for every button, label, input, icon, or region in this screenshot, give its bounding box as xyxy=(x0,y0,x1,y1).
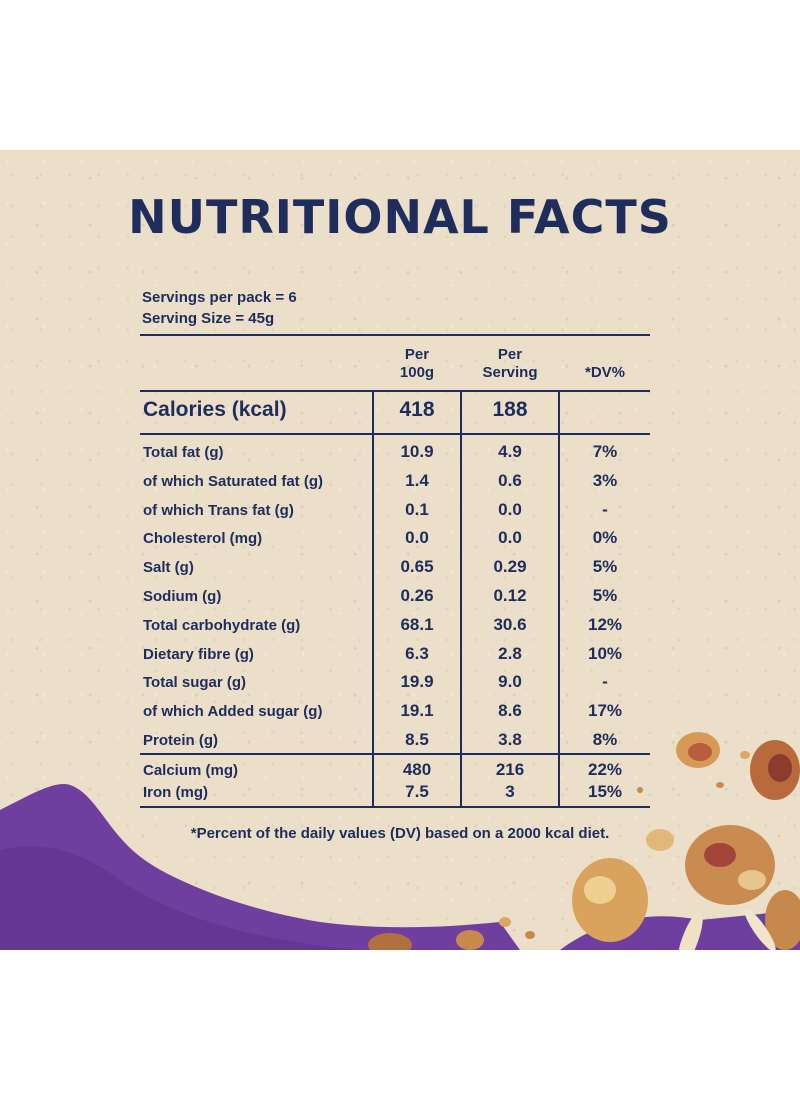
row-iron-mg-label: Iron (mg) xyxy=(143,784,208,801)
row-calcium-mg-per-serving: 216 xyxy=(495,760,525,779)
calories-label: Calories (kcal) xyxy=(143,398,287,421)
row-of-which-added-sugar-g-per-100g: 19.1 xyxy=(400,701,434,720)
header-per-serving-line1: Per xyxy=(497,346,523,363)
row-cholesterol-mg-per-serving: 0.0 xyxy=(498,528,522,547)
row-dietary-fibre-g-per-100g: 6.3 xyxy=(405,644,429,663)
row-total-sugar-g-per-100g: 19.9 xyxy=(400,672,434,691)
row-total-sugar-g-per-serving: 9.0 xyxy=(498,672,522,691)
page-title: NUTRITIONAL FACTS xyxy=(128,190,672,244)
row-of-which-saturated-fat-g-dv: 3% xyxy=(592,471,618,490)
row-total-fat-g-per-100g: 10.9 xyxy=(400,442,434,461)
row-sodium-g-label: Sodium (g) xyxy=(143,588,222,605)
row-protein-g-per-serving: 3.8 xyxy=(498,730,522,749)
row-of-which-trans-fat-g-dv: - xyxy=(602,500,608,519)
row-sodium-g-per-serving: 0.12 xyxy=(493,586,527,605)
row-salt-g-per-serving: 0.29 xyxy=(493,557,527,576)
header-per-100g-line1: Per xyxy=(404,346,430,363)
row-salt-g-label: Salt (g) xyxy=(143,559,194,576)
header-dv-line1: *DV% xyxy=(584,364,625,381)
row-total-fat-g-label: Total fat (g) xyxy=(143,444,224,461)
table-top-rule xyxy=(140,334,650,336)
row-total-fat-g-per-serving: 4.9 xyxy=(498,442,522,461)
row-of-which-trans-fat-g-per-100g: 0.1 xyxy=(405,500,429,519)
row-calcium-mg-label: Calcium (mg) xyxy=(143,762,239,779)
row-total-fat-g-dv: 7% xyxy=(592,442,618,461)
calories-bottom-rule xyxy=(140,433,650,435)
row-total-sugar-g-dv: - xyxy=(602,672,608,691)
row-cholesterol-mg-dv: 0% xyxy=(592,528,618,547)
header-per-100g: Per 100g xyxy=(374,346,460,382)
row-calcium-mg-dv: 22% xyxy=(587,760,623,779)
row-of-which-trans-fat-g-label: of which Trans fat (g) xyxy=(143,502,294,519)
row-dietary-fibre-g-label: Dietary fibre (g) xyxy=(143,646,254,663)
row-total-carbohydrate-g-per-100g: 68.1 xyxy=(400,615,434,634)
row-protein-g-label: Protein (g) xyxy=(143,732,218,749)
row-iron-mg-per-100g: 7.5 xyxy=(405,782,429,801)
row-total-carbohydrate-g-dv: 12% xyxy=(587,615,623,634)
column-divider-3 xyxy=(558,390,560,808)
row-total-sugar-g-label: Total sugar (g) xyxy=(143,674,247,691)
row-of-which-trans-fat-g-per-serving: 0.0 xyxy=(498,500,522,519)
row-cholesterol-mg-per-100g: 0.0 xyxy=(405,528,429,547)
row-of-which-saturated-fat-g-per-100g: 1.4 xyxy=(405,471,429,490)
nutrition-panel: NUTRITIONAL FACTS Servings per pack = 6 … xyxy=(0,150,800,950)
protein-bottom-rule xyxy=(140,753,650,755)
table-bottom-rule xyxy=(140,806,650,808)
row-iron-mg-dv: 15% xyxy=(587,782,623,801)
header-per-serving-line2: Serving xyxy=(482,364,538,381)
row-of-which-saturated-fat-g-per-serving: 0.6 xyxy=(498,471,522,490)
header-per-serving: Per Serving xyxy=(462,346,558,382)
row-of-which-saturated-fat-g-label: of which Saturated fat (g) xyxy=(143,473,323,490)
row-total-carbohydrate-g-per-serving: 30.6 xyxy=(493,615,527,634)
row-total-carbohydrate-g-label: Total carbohydrate (g) xyxy=(143,617,301,634)
servings-per-pack: Servings per pack = 6 xyxy=(142,289,297,306)
calories-per-serving: 188 xyxy=(492,398,528,421)
row-sodium-g-dv: 5% xyxy=(592,586,618,605)
row-dietary-fibre-g-dv: 10% xyxy=(587,644,623,663)
footnote: *Percent of the daily values (DV) based … xyxy=(190,825,610,842)
row-dietary-fibre-g-per-serving: 2.8 xyxy=(498,644,522,663)
row-iron-mg-per-serving: 3 xyxy=(505,782,515,801)
column-divider-2 xyxy=(460,390,462,808)
row-cholesterol-mg-label: Cholesterol (mg) xyxy=(143,530,263,547)
serving-size: Serving Size = 45g xyxy=(142,310,275,327)
header-per-100g-line2: 100g xyxy=(399,364,435,381)
row-sodium-g-per-100g: 0.26 xyxy=(400,586,434,605)
header-bottom-rule xyxy=(140,390,650,392)
header-dv: *DV% xyxy=(560,364,650,382)
column-divider-1 xyxy=(372,390,374,808)
row-of-which-added-sugar-g-per-serving: 8.6 xyxy=(498,701,522,720)
row-calcium-mg-per-100g: 480 xyxy=(402,760,432,779)
row-protein-g-per-100g: 8.5 xyxy=(405,730,429,749)
row-salt-g-per-100g: 0.65 xyxy=(400,557,434,576)
serving-info: Servings per pack = 6 Serving Size = 45g xyxy=(142,287,297,329)
row-of-which-added-sugar-g-label: of which Added sugar (g) xyxy=(143,703,323,720)
row-of-which-added-sugar-g-dv: 17% xyxy=(587,701,623,720)
row-salt-g-dv: 5% xyxy=(592,557,618,576)
row-protein-g-dv: 8% xyxy=(592,730,618,749)
calories-per-100g: 418 xyxy=(399,398,435,421)
